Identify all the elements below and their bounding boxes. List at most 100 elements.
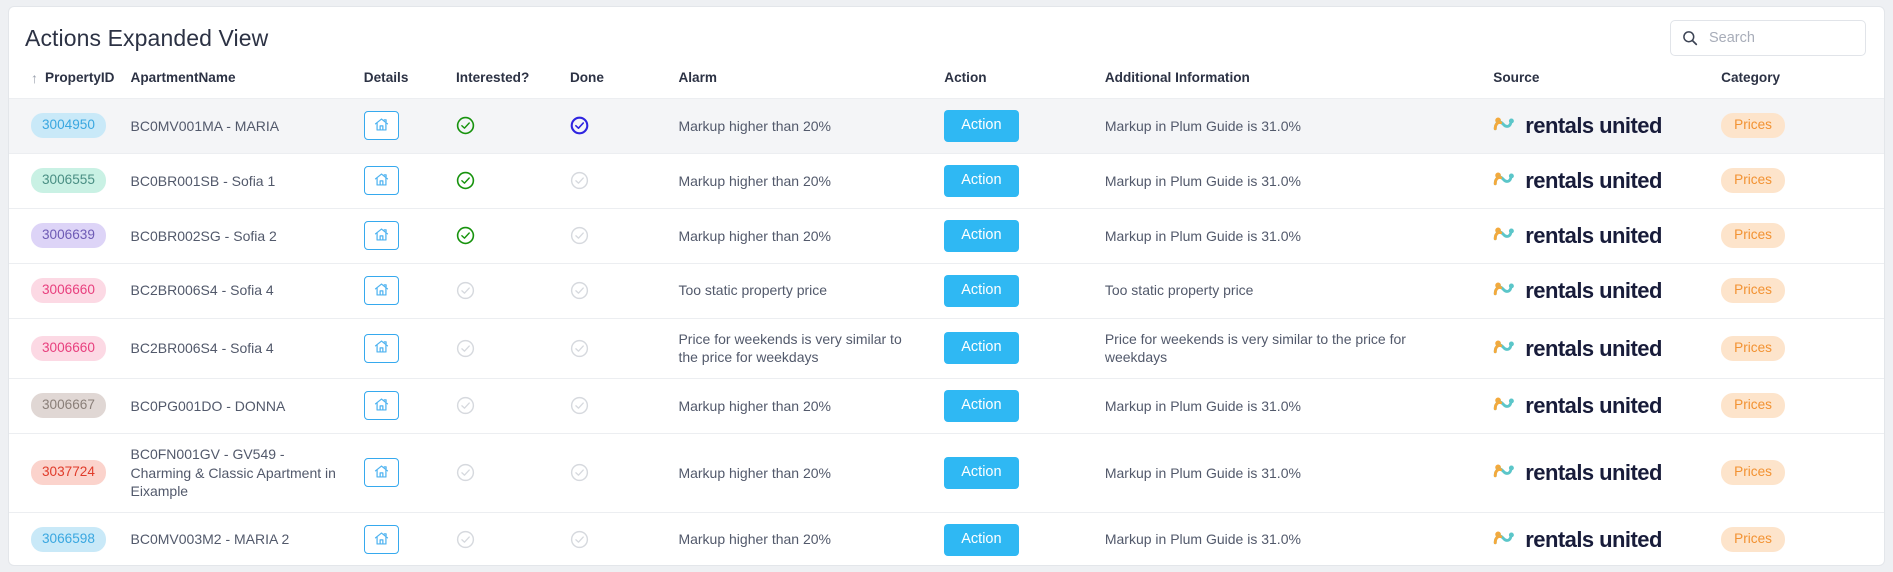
cell-action: Action	[944, 432, 1105, 513]
category-badge: Prices	[1721, 223, 1785, 249]
cell-action: Action	[944, 262, 1105, 319]
details-button[interactable]	[363, 111, 399, 141]
done-empty-icon[interactable]	[570, 463, 679, 482]
cell-apartmentname: BC0FN001GV - GV549 - Charming & Classic …	[130, 432, 364, 513]
additional-information-text: Markup in Plum Guide is 31.0%	[1104, 227, 1301, 244]
source-logo: rentals united	[1493, 458, 1721, 487]
cell-interested	[456, 98, 570, 154]
action-button[interactable]: Action	[944, 219, 1019, 252]
column-header-source[interactable]: Source	[1493, 70, 1540, 85]
table-row[interactable]: 3006667 BC0PG001DO - DONNA Markup higher t…	[9, 377, 1884, 434]
column-header-additional-information[interactable]: Additional Information	[1104, 70, 1250, 85]
cell-done	[569, 207, 679, 264]
done-empty-icon[interactable]	[570, 530, 679, 549]
done-empty-icon[interactable]	[570, 226, 679, 245]
action-button[interactable]: Action	[944, 110, 1019, 142]
cell-propertyid: 3006555	[9, 152, 131, 209]
cell-details	[363, 207, 457, 264]
property-id-badge: 3006555	[31, 168, 106, 194]
alarm-text: Markup higher than 20%	[678, 531, 831, 548]
action-button[interactable]: Action	[944, 274, 1019, 307]
property-id-badge: 3066598	[31, 527, 106, 553]
sort-ascending-icon[interactable]: ↑	[31, 70, 38, 86]
table-row[interactable]: 3037724 BC0FN001GV - GV549 - Charming & C…	[9, 432, 1884, 513]
cell-category: Prices	[1721, 207, 1884, 264]
interested-checked-icon[interactable]	[456, 226, 570, 245]
cell-apartmentname: BC0MV003M2 - MARIA 2	[130, 511, 364, 565]
action-button[interactable]: Action	[944, 456, 1019, 489]
table-row[interactable]: 3006639 BC0BR002SG - Sofia 2 Markup higher…	[9, 207, 1884, 264]
table-scroll-region[interactable]: ↑ PropertyID ApartmentName Details Intere…	[9, 69, 1884, 565]
category-badge: Prices	[1721, 460, 1785, 486]
cell-alarm: Markup higher than 20%	[678, 377, 945, 434]
details-button[interactable]	[363, 221, 399, 251]
cell-additional-information: Markup in Plum Guide is 31.0%	[1104, 511, 1494, 565]
details-button[interactable]	[363, 458, 399, 488]
cell-done	[569, 377, 679, 434]
interested-empty-icon[interactable]	[456, 396, 570, 415]
interested-empty-icon[interactable]	[456, 463, 570, 482]
table-row[interactable]: 3066598 BC0MV003M2 - MARIA 2 Markup higher…	[9, 511, 1884, 565]
card-header: Actions Expanded View	[9, 7, 1884, 69]
table-row[interactable]: 3006555 BC0BR001SB - Sofia 1 Markup higher…	[9, 152, 1884, 209]
action-button[interactable]: Action	[944, 523, 1019, 556]
cell-interested	[456, 511, 570, 565]
property-id-badge: 3004950	[31, 113, 106, 139]
source-logo: rentals united	[1493, 334, 1721, 363]
column-header-category[interactable]: Category	[1721, 70, 1781, 85]
column-header-done[interactable]: Done	[569, 70, 604, 85]
cell-additional-information: Markup in Plum Guide is 31.0%	[1104, 152, 1494, 209]
cell-action: Action	[944, 98, 1105, 154]
cell-source: rentals united	[1493, 262, 1722, 319]
home-icon	[373, 463, 390, 483]
cell-source: rentals united	[1493, 207, 1722, 264]
cell-category: Prices	[1721, 98, 1884, 154]
table-row[interactable]: 3004950 BC0MV001MA - MARIA Markup higher t…	[9, 98, 1884, 154]
search-box[interactable]	[1670, 20, 1866, 56]
details-button[interactable]	[363, 166, 399, 196]
details-button[interactable]	[363, 391, 399, 421]
details-button[interactable]	[363, 525, 399, 555]
done-empty-icon[interactable]	[570, 339, 679, 358]
cell-action: Action	[944, 152, 1105, 209]
done-empty-icon[interactable]	[570, 281, 679, 300]
column-header-interested[interactable]: Interested?	[456, 70, 530, 85]
alarm-text: Markup higher than 20%	[678, 464, 831, 481]
action-button[interactable]: Action	[944, 389, 1019, 422]
source-logo-text: rentals united	[1525, 223, 1662, 249]
category-badge: Prices	[1721, 527, 1785, 553]
cell-details	[363, 98, 457, 154]
cell-done	[569, 432, 679, 513]
cell-interested	[456, 377, 570, 434]
done-empty-icon[interactable]	[570, 396, 679, 415]
done-empty-icon[interactable]	[570, 171, 679, 190]
rentals-united-mark-icon	[1494, 282, 1515, 296]
details-button[interactable]	[363, 333, 399, 363]
column-header-alarm[interactable]: Alarm	[678, 70, 717, 85]
cell-category: Prices	[1721, 262, 1884, 319]
interested-empty-icon[interactable]	[456, 530, 570, 549]
cell-interested	[456, 432, 570, 513]
action-button[interactable]: Action	[944, 332, 1019, 365]
table-row[interactable]: 3006660 BC2BR006S4 - Sofia 4 Too static pr…	[9, 262, 1884, 319]
cell-category: Prices	[1721, 432, 1884, 513]
interested-checked-icon[interactable]	[456, 116, 570, 135]
column-header-action[interactable]: Action	[944, 70, 987, 85]
interested-empty-icon[interactable]	[456, 281, 570, 300]
column-header-propertyid[interactable]: ↑ PropertyID	[9, 69, 131, 99]
search-input[interactable]	[1707, 29, 1854, 47]
cell-interested	[456, 262, 570, 319]
interested-empty-icon[interactable]	[456, 339, 570, 358]
cell-done	[569, 511, 679, 565]
property-id-badge: 3037724	[31, 460, 106, 486]
details-button[interactable]	[363, 276, 399, 306]
table-row[interactable]: 3006660 BC2BR006S4 - Sofia 4 Price for wee…	[9, 317, 1884, 379]
cell-additional-information: Markup in Plum Guide is 31.0%	[1104, 432, 1494, 513]
source-logo: rentals united	[1493, 391, 1721, 420]
done-done-icon[interactable]	[570, 116, 679, 135]
column-header-apartmentname[interactable]: ApartmentName	[130, 70, 236, 85]
interested-checked-icon[interactable]	[456, 171, 570, 190]
source-logo-text: rentals united	[1525, 335, 1662, 361]
action-button[interactable]: Action	[944, 164, 1019, 197]
column-header-details[interactable]: Details	[363, 70, 409, 85]
